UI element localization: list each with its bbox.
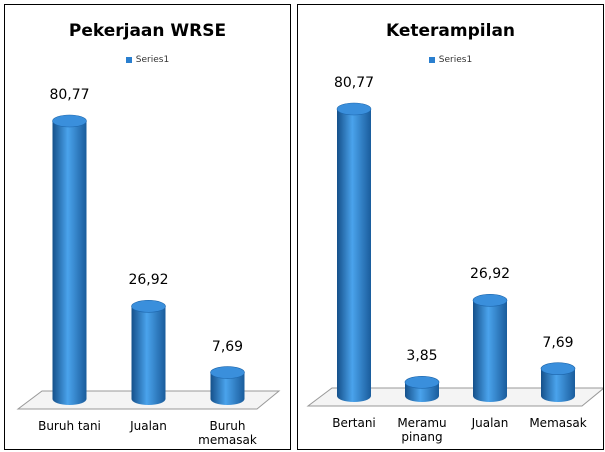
chart <box>16 114 281 410</box>
bar-top <box>336 102 372 116</box>
bar <box>541 368 575 402</box>
data-label: 7,69 <box>542 334 574 351</box>
legend: Series1 <box>298 55 603 65</box>
bar-top <box>131 300 166 313</box>
data-label: 80,77 <box>49 87 90 103</box>
x-tick-label: Jualan <box>471 416 509 430</box>
x-tick-label: Bertani <box>332 416 376 430</box>
chart <box>306 102 603 407</box>
legend-swatch <box>125 56 132 63</box>
bar-top <box>540 362 576 375</box>
x-tick-label: Buruh tani <box>38 419 101 433</box>
data-label: 80,77 <box>333 75 375 91</box>
legend: Series1 <box>5 55 290 65</box>
data-label: 7,69 <box>211 338 244 355</box>
floor <box>306 387 603 407</box>
bar-top <box>404 376 440 389</box>
chart-panel: Keterampilan Series1 80,77 Bertani 3,85 Meram… <box>297 4 604 450</box>
x-tick-label: Buruh memasak <box>198 419 257 447</box>
legend-label: Series1 <box>438 55 473 65</box>
bar-top <box>210 366 245 379</box>
bar-top <box>472 294 508 307</box>
data-label: 26,92 <box>469 266 511 283</box>
bar <box>210 372 245 406</box>
bar <box>473 300 507 402</box>
bar <box>52 121 87 405</box>
data-label: 26,92 <box>128 272 169 289</box>
chart-title: Keterampilan <box>385 21 516 41</box>
chart-title: Pekerjaan WRSE <box>68 21 227 41</box>
x-tick-label: Meramu pinang <box>397 416 447 444</box>
bar-top <box>52 114 87 128</box>
data-label: 3,85 <box>406 348 438 365</box>
x-tick-label: Jualan <box>130 419 167 433</box>
legend-label: Series1 <box>135 55 170 65</box>
x-tick-label: Memasak <box>529 416 587 430</box>
bar <box>337 109 371 402</box>
bar <box>131 306 166 406</box>
legend-swatch <box>428 56 435 63</box>
chart-panel: Pekerjaan WRSE Series1 80,77 Buruh tani 26,9… <box>4 4 291 450</box>
